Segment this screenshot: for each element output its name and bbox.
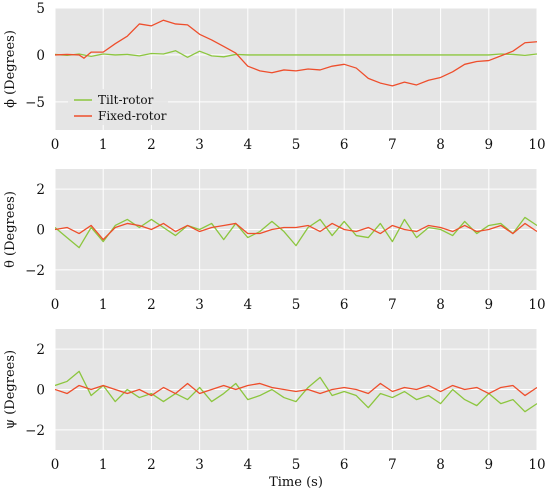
x-tick-label: 5 bbox=[292, 457, 301, 473]
panel-2: 0 1 2 3 4 5 6 7 8 9 10 −2 0 2 θ (Degrees) bbox=[3, 169, 546, 313]
y-tick-label: −2 bbox=[25, 263, 45, 279]
y-tick-label: 0 bbox=[36, 223, 45, 239]
y-tick-label: 2 bbox=[36, 182, 45, 198]
x-tick-label: 0 bbox=[51, 457, 60, 473]
x-tick-label: 9 bbox=[485, 297, 494, 313]
x-tick-label: 1 bbox=[99, 137, 108, 153]
y-tick-label: 0 bbox=[36, 383, 45, 399]
y-tick-label: 5 bbox=[36, 1, 45, 17]
x-tick-label: 4 bbox=[244, 297, 253, 313]
y-tick-label: −5 bbox=[25, 95, 45, 111]
x-tick-label: 5 bbox=[292, 297, 301, 313]
x-tick-label: 0 bbox=[51, 297, 60, 313]
y-axis-label: θ (Degrees) bbox=[3, 191, 18, 268]
series-line-fixed-rotor bbox=[55, 222, 537, 241]
legend-label: Fixed-rotor bbox=[98, 109, 167, 123]
x-tick-label: 4 bbox=[244, 457, 253, 473]
x-tick-label: 2 bbox=[147, 457, 156, 473]
y-tick-label: −2 bbox=[25, 423, 45, 439]
x-tick-label: 6 bbox=[340, 137, 349, 153]
x-tick-label: 8 bbox=[436, 297, 445, 313]
legend-box bbox=[68, 89, 168, 125]
x-tick-label: 5 bbox=[292, 137, 301, 153]
y-tick-label: 2 bbox=[36, 342, 45, 358]
y-axis-label: ψ (Degrees) bbox=[3, 350, 18, 429]
x-tick-label: 9 bbox=[485, 137, 494, 153]
x-tick-label: 6 bbox=[340, 297, 349, 313]
x-tick-label: 10 bbox=[528, 297, 545, 313]
x-tick-label: 1 bbox=[99, 297, 108, 313]
x-tick-label: 4 bbox=[244, 137, 253, 153]
series-line-tilt-rotor bbox=[55, 370, 537, 413]
x-axis-title: Time (s) bbox=[269, 475, 323, 490]
x-tick-label: 2 bbox=[147, 137, 156, 153]
panel-1: 0 1 2 3 4 5 6 7 8 9 10 −5 0 5 ϕ (Degrees) bbox=[3, 1, 546, 153]
legend-label: Tilt-rotor bbox=[98, 93, 154, 107]
series-line-fixed-rotor bbox=[55, 19, 537, 87]
y-tick-label: 0 bbox=[36, 48, 45, 64]
x-tick-label: 6 bbox=[340, 457, 349, 473]
y-axis-label: ϕ (Degrees) bbox=[3, 30, 18, 108]
x-tick-label: 0 bbox=[51, 137, 60, 153]
x-tick-label: 7 bbox=[388, 137, 397, 153]
x-tick-label: 3 bbox=[195, 137, 204, 153]
x-tick-label: 10 bbox=[528, 457, 545, 473]
x-tick-label: 7 bbox=[388, 297, 397, 313]
x-tick-label: 9 bbox=[485, 457, 494, 473]
x-tick-label: 7 bbox=[388, 457, 397, 473]
series-line-tilt-rotor bbox=[55, 50, 537, 58]
x-tick-label: 1 bbox=[99, 457, 108, 473]
x-tick-label: 8 bbox=[436, 457, 445, 473]
series-line-fixed-rotor bbox=[55, 382, 537, 397]
x-tick-label: 3 bbox=[195, 297, 204, 313]
legend: Tilt-rotor Fixed-rotor bbox=[68, 89, 168, 125]
x-tick-label: 3 bbox=[195, 457, 204, 473]
x-tick-label: 10 bbox=[528, 137, 545, 153]
panel-3: 0 1 2 3 4 5 6 7 8 9 10 −2 0 2 ψ (Degrees) bbox=[3, 329, 546, 473]
x-tick-label: 8 bbox=[436, 137, 445, 153]
x-tick-label: 2 bbox=[147, 297, 156, 313]
